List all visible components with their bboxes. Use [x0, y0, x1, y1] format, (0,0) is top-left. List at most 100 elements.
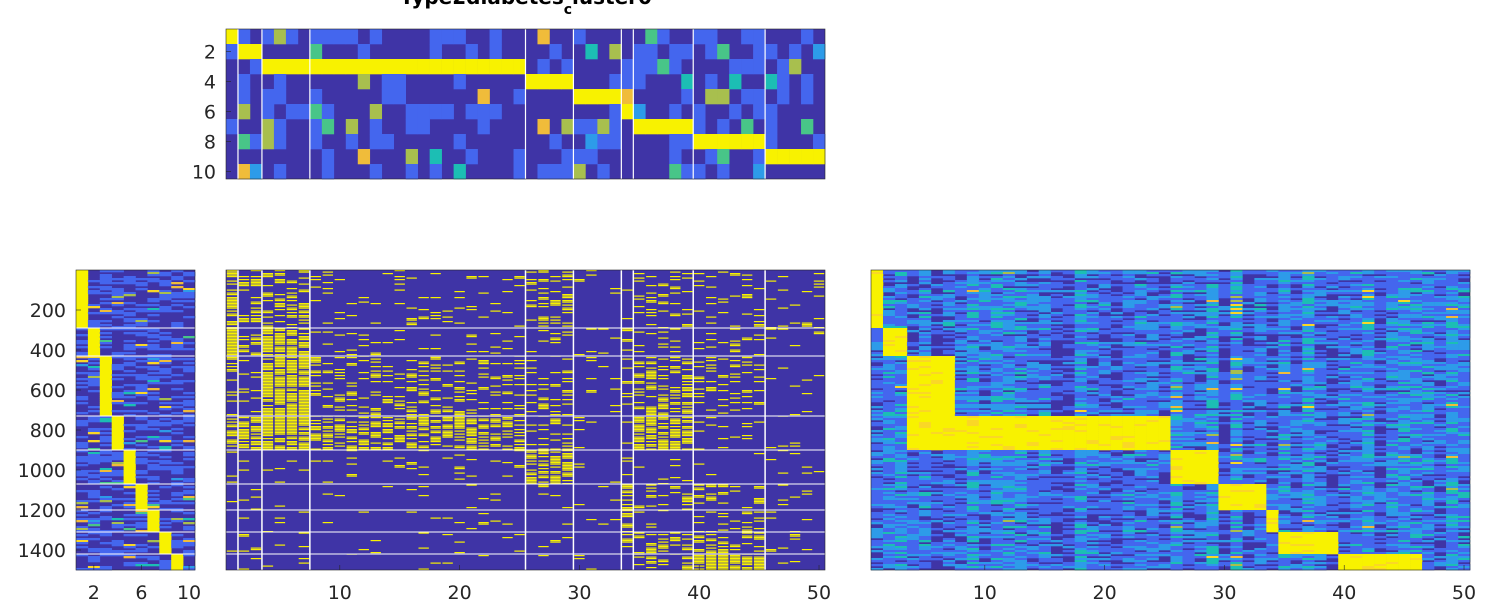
top-heatmap-cell [369, 29, 383, 45]
middle-heatmap-cell [430, 441, 441, 443]
middle-heatmap-cell [694, 556, 705, 558]
right-heatmap-cell [1110, 296, 1123, 299]
right-heatmap-cell [1362, 280, 1375, 283]
middle-heatmap-cell [466, 399, 477, 401]
top-heatmap-cell [273, 164, 287, 180]
right-heatmap-cell [1230, 366, 1243, 369]
middle-heatmap-cell [274, 336, 286, 338]
right-heatmap-cell [1146, 366, 1159, 369]
middle-heatmap-cell [406, 463, 417, 465]
right-heatmap-cell [1386, 274, 1399, 277]
middle-heatmap-cell [262, 375, 274, 377]
right-heatmap-cell [1266, 274, 1279, 277]
right-heatmap-cell [1446, 300, 1459, 303]
right-heatmap-cell [1170, 302, 1183, 305]
right-heatmap-cell [1122, 276, 1135, 279]
right-heatmap-cell [1062, 322, 1075, 325]
middle-heatmap-cell [514, 465, 525, 467]
left-heatmap-cell [159, 564, 172, 567]
middle-heatmap-cell [658, 366, 669, 368]
middle-heatmap-cell [646, 438, 657, 440]
middle-heatmap-cell [717, 390, 729, 392]
middle-heatmap-cell [634, 552, 645, 554]
middle-heatmap-cell [298, 403, 310, 405]
middle-heatmap-cell [717, 502, 729, 504]
right-heatmap-cell [1182, 308, 1195, 311]
right-heatmap-cell [1098, 360, 1111, 363]
right-heatmap-cell [990, 352, 1004, 355]
right-heatmap-cell [1146, 352, 1159, 355]
middle-heatmap-cell [466, 358, 477, 360]
right-heatmap-cell [1194, 344, 1207, 347]
right-heatmap-cell [978, 276, 992, 279]
left-heatmap-cell [171, 510, 184, 513]
right-heatmap-cell [871, 300, 884, 303]
right-heatmap-cell [978, 294, 992, 297]
left-heatmap-cell [87, 324, 101, 327]
left-heatmap-cell [171, 544, 184, 547]
top-heatmap-cell [633, 104, 646, 120]
right-heatmap-cell [966, 304, 980, 307]
right-heatmap-cell [1422, 338, 1435, 341]
left-heatmap-cell [147, 522, 160, 525]
middle-heatmap-cell [466, 420, 477, 422]
left-heatmap-cell [147, 464, 160, 467]
middle-heatmap-cell [298, 384, 310, 386]
middle-heatmap-cell [262, 387, 274, 389]
middle-heatmap-cell [262, 292, 274, 294]
right-heatmap-cell [1002, 330, 1016, 333]
middle-heatmap-cell [226, 339, 238, 341]
left-heatmap-cell [99, 458, 112, 461]
middle-heatmap-cell [466, 475, 477, 477]
top-heatmap-cell [573, 164, 586, 180]
right-heatmap-cell [1194, 290, 1207, 293]
middle-heatmap-cell [250, 421, 262, 423]
right-heatmap-cell [1242, 360, 1255, 363]
middle-heatmap-cell [286, 379, 298, 381]
right-heatmap-cell [1170, 346, 1183, 349]
right-heatmap-cell [918, 288, 932, 291]
right-heatmap-cell [1206, 348, 1219, 351]
middle-heatmap-cell [418, 379, 429, 381]
right-heatmap-cell [1362, 340, 1375, 343]
left-heatmap-cell [123, 410, 136, 413]
left-heatmap-cell [159, 406, 172, 409]
right-heatmap-cell [1014, 296, 1028, 299]
left-heatmap-cell [135, 410, 148, 413]
right-heatmap-cell [1026, 290, 1040, 293]
left-heatmap-cell [99, 270, 112, 273]
right-heatmap-cell [1170, 272, 1183, 275]
right-heatmap-cell [1218, 330, 1231, 333]
right-heatmap-cell [1254, 346, 1267, 349]
middle-heatmap-cell [658, 445, 669, 447]
left-heatmap-cell [87, 556, 101, 559]
right-heatmap-cell [1002, 322, 1016, 325]
left-heatmap-cell [171, 432, 184, 435]
right-heatmap-cell [1446, 284, 1459, 287]
right-heatmap-cell [1146, 288, 1159, 291]
right-heatmap-cell [1398, 352, 1411, 355]
left-heatmap-cell [87, 344, 101, 347]
middle-heatmap-cell [358, 372, 369, 374]
left-x-tick-label: 10 [177, 582, 201, 600]
middle-heatmap-cell [322, 406, 334, 408]
right-heatmap-cell [894, 338, 908, 341]
middle-heatmap-cell [753, 550, 765, 552]
middle-heatmap-cell [346, 409, 357, 411]
middle-heatmap-cell [490, 460, 501, 462]
right-heatmap-cell [1086, 304, 1099, 307]
right-heatmap-cell [1182, 324, 1195, 327]
middle-heatmap-cell [382, 442, 393, 444]
left-heatmap-cell [147, 378, 160, 381]
left-heatmap-cell [147, 356, 160, 359]
middle-heatmap-cell [262, 418, 274, 420]
left-heatmap-cell [99, 542, 112, 545]
middle-heatmap-cell [298, 429, 310, 431]
middle-heatmap-cell [298, 312, 310, 314]
right-heatmap-cell [1434, 326, 1447, 329]
right-heatmap-cell [1386, 324, 1399, 327]
middle-heatmap-cell [658, 561, 669, 563]
middle-heatmap-cell [694, 366, 705, 368]
middle-heatmap-cell [226, 343, 238, 345]
right-heatmap-cell [1158, 294, 1171, 297]
